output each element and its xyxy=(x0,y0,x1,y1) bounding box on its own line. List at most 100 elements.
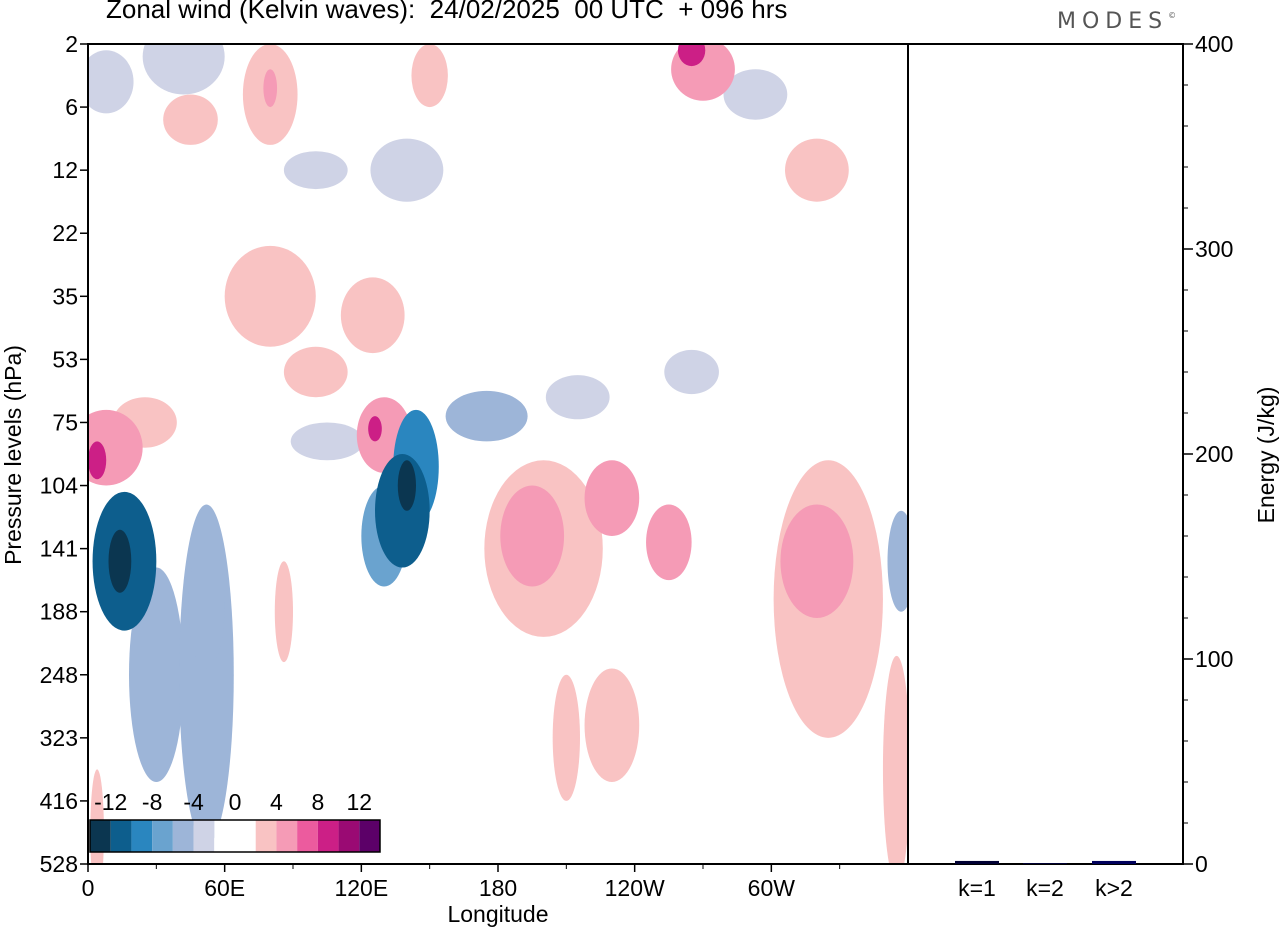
modes-logo: MODES© xyxy=(1057,9,1176,34)
colorbar-swatch xyxy=(235,820,256,852)
energy-bar xyxy=(1092,860,1136,864)
wind-anomaly-blob xyxy=(677,44,706,67)
colorbar-label: 8 xyxy=(311,789,324,815)
colorbar-label: 4 xyxy=(270,789,283,815)
x-tick-label: 120E xyxy=(334,875,388,901)
wavenumber-label: k=1 xyxy=(958,875,996,901)
wind-anomaly-blob xyxy=(780,504,854,618)
wind-anomaly-blob xyxy=(375,454,430,568)
wind-anomaly-blob xyxy=(397,460,416,511)
wind-anomaly-blob xyxy=(274,561,293,663)
x-tick-label: 60W xyxy=(748,875,796,901)
energy-tick-label: 300 xyxy=(1195,236,1233,262)
wind-anomaly-blob xyxy=(88,50,134,114)
wind-anomaly-blob xyxy=(584,668,640,782)
colorbar-swatch xyxy=(110,820,132,852)
wavenumber-label: k=2 xyxy=(1026,875,1064,901)
wind-anomaly-blob xyxy=(263,69,278,108)
colorbar-swatch xyxy=(214,820,235,852)
wind-anomaly-blob xyxy=(283,151,348,190)
colorbar-frame xyxy=(89,819,381,853)
x-axis-label: Longitude xyxy=(447,901,548,927)
y-tick-label: 416 xyxy=(40,788,78,814)
wind-anomaly-blob xyxy=(445,390,528,442)
y-axis-label: Pressure levels (hPa) xyxy=(0,345,26,565)
y-tick-label: 528 xyxy=(40,851,78,877)
energy-tick-label: 0 xyxy=(1195,851,1208,877)
y-tick-label: 22 xyxy=(52,220,78,246)
wind-anomaly-blob xyxy=(290,422,364,461)
wind-anomaly-blob xyxy=(584,460,640,536)
wind-anomaly-blob xyxy=(283,346,348,398)
energy-tick-label: 200 xyxy=(1195,441,1233,467)
y-tick-label: 75 xyxy=(52,409,78,435)
colorbar-swatch xyxy=(152,820,173,852)
y-tick-label: 188 xyxy=(40,599,78,625)
wind-anomaly-blob xyxy=(88,409,143,486)
energy-axis: 0 100 200 300 400 xyxy=(1183,31,1233,877)
longitude-axis: 0 60E 120E 180 120W 60W xyxy=(82,864,841,901)
wind-anomaly-blob xyxy=(605,902,651,930)
colorbar-swatch xyxy=(297,820,318,852)
colorbar-label: -12 xyxy=(94,789,127,815)
colorbar-label: 12 xyxy=(346,789,372,815)
colorbar-swatch xyxy=(172,820,194,852)
wind-anomaly-blob xyxy=(500,485,565,587)
y-tick-label: 6 xyxy=(65,94,78,120)
wind-anomaly-blob xyxy=(163,94,218,145)
logo-text: MODES xyxy=(1057,9,1169,34)
wind-anomaly-blob xyxy=(882,655,908,864)
energy-bar xyxy=(955,860,999,864)
wind-anomaly-blob xyxy=(188,542,225,669)
energy-bars xyxy=(955,860,1136,864)
wind-anomaly-blob xyxy=(340,277,405,354)
wavenumber-label: k>2 xyxy=(1095,875,1133,901)
wind-anomaly-blob xyxy=(664,349,719,395)
energy-axis-label: Energy (J/kg) xyxy=(1253,387,1279,524)
wavenumber-axis: k=1 k=2 k>2 xyxy=(958,875,1133,901)
colorbar-swatch xyxy=(276,820,298,852)
colorbar-swatch xyxy=(359,820,380,852)
contour-field xyxy=(88,44,908,930)
colorbar-swatch xyxy=(255,820,277,852)
y-tick-label: 12 xyxy=(52,157,78,183)
wind-anomaly-blob xyxy=(88,441,107,480)
colorbar-swatch xyxy=(317,820,339,852)
wind-anomaly-blob xyxy=(142,44,225,95)
colorbar: -12 -8 -4 0 4 8 12 xyxy=(89,789,381,853)
x-tick-label: 60E xyxy=(204,875,245,901)
wind-anomaly-blob xyxy=(108,529,132,593)
x-tick-label: 180 xyxy=(479,875,517,901)
colorbar-swatch xyxy=(90,820,111,852)
colorbar-label: 0 xyxy=(229,789,242,815)
wind-anomaly-blob xyxy=(368,416,382,442)
colorbar-swatch xyxy=(131,820,153,852)
colorbar-label: -4 xyxy=(183,789,204,815)
energy-bar xyxy=(1023,863,1067,864)
energy-tick-label: 400 xyxy=(1195,31,1233,57)
wind-anomaly-blob xyxy=(723,69,788,120)
y-tick-label: 35 xyxy=(52,283,78,309)
y-tick-label: 104 xyxy=(40,473,79,499)
energy-tick-label: 100 xyxy=(1195,646,1233,672)
energy-panel-frame xyxy=(907,43,1184,865)
registered-mark: © xyxy=(1168,11,1177,20)
wind-anomaly-blob xyxy=(545,375,610,420)
y-tick-label: 141 xyxy=(40,536,78,562)
y-tick-label: 323 xyxy=(40,725,78,751)
y-tick-label: 53 xyxy=(52,346,78,372)
wind-anomaly-blob xyxy=(552,674,580,801)
wind-anomaly-blob xyxy=(224,245,316,347)
wind-anomaly-blob xyxy=(370,138,444,202)
x-tick-label: 0 xyxy=(82,875,95,901)
colorbar-swatch xyxy=(338,820,360,852)
colorbar-swatch xyxy=(193,820,215,852)
chart-title: Zonal wind (Kelvin waves): 24/02/2025 00… xyxy=(106,0,788,24)
y-tick-label: 2 xyxy=(65,31,78,57)
y-tick-label: 248 xyxy=(40,662,78,688)
pressure-axis: 2 6 12 22 35 53 75 104 141 188 248 323 416 528 xyxy=(40,31,88,877)
wind-anomaly-blob xyxy=(887,510,908,612)
wind-anomaly-blob xyxy=(129,567,184,782)
colorbar-label: -8 xyxy=(142,789,162,815)
